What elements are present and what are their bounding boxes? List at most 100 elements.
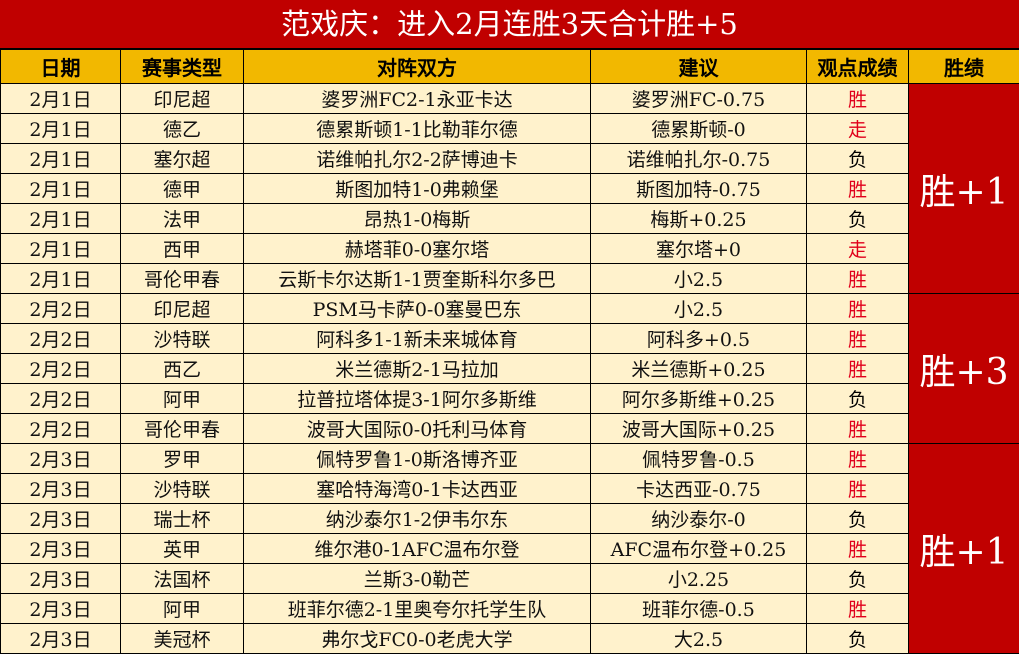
header-type: 赛事类型 bbox=[121, 50, 244, 84]
result-cell: 胜 bbox=[807, 534, 909, 564]
match-cell: 班菲尔德2-1里奥夸尔托学生队 bbox=[244, 594, 591, 624]
match-cell: 兰斯3-0勒芒 bbox=[244, 564, 591, 594]
type-cell: 沙特联 bbox=[121, 324, 244, 354]
match-cell: 德累斯顿1-1比勒菲尔德 bbox=[244, 114, 591, 144]
type-cell: 哥伦甲春 bbox=[121, 414, 244, 444]
tip-cell: 佩特罗鲁-0.5 bbox=[591, 444, 807, 474]
match-cell: 塞哈特海湾0-1卡达西亚 bbox=[244, 474, 591, 504]
match-cell: 拉普拉塔体提3-1阿尔多斯维 bbox=[244, 384, 591, 414]
result-cell: 走 bbox=[807, 234, 909, 264]
match-cell: 波哥大国际0-0托利马体育 bbox=[244, 414, 591, 444]
result-cell: 负 bbox=[807, 564, 909, 594]
type-cell: 德甲 bbox=[121, 174, 244, 204]
date-cell: 2月3日 bbox=[1, 474, 121, 504]
type-cell: 罗甲 bbox=[121, 444, 244, 474]
tip-cell: 小2.5 bbox=[591, 264, 807, 294]
tip-cell: 塞尔塔+0 bbox=[591, 234, 807, 264]
result-cell: 胜 bbox=[807, 174, 909, 204]
match-cell: 婆罗洲FC2-1永亚卡达 bbox=[244, 84, 591, 114]
result-cell: 胜 bbox=[807, 84, 909, 114]
match-cell: 云斯卡尔达斯1-1贾奎斯科尔多巴 bbox=[244, 264, 591, 294]
date-cell: 2月1日 bbox=[1, 174, 121, 204]
match-cell: 维尔港0-1AFC温布尔登 bbox=[244, 534, 591, 564]
date-cell: 2月2日 bbox=[1, 354, 121, 384]
result-cell: 胜 bbox=[807, 414, 909, 444]
result-cell: 负 bbox=[807, 204, 909, 234]
type-cell: 德乙 bbox=[121, 114, 244, 144]
tip-cell: 阿尔多斯维+0.25 bbox=[591, 384, 807, 414]
type-cell: 沙特联 bbox=[121, 474, 244, 504]
type-cell: 西乙 bbox=[121, 354, 244, 384]
tip-cell: 婆罗洲FC-0.75 bbox=[591, 84, 807, 114]
result-cell: 负 bbox=[807, 384, 909, 414]
match-cell: 昂热1-0梅斯 bbox=[244, 204, 591, 234]
results-table: 日期 赛事类型 对阵双方 建议 观点成绩 胜绩 2月1日印尼超婆罗洲FC2-1永… bbox=[0, 49, 1019, 654]
date-cell: 2月1日 bbox=[1, 264, 121, 294]
result-cell: 胜 bbox=[807, 324, 909, 354]
type-cell: 英甲 bbox=[121, 534, 244, 564]
match-cell: 斯图加特1-0弗赖堡 bbox=[244, 174, 591, 204]
header-result: 观点成绩 bbox=[807, 50, 909, 84]
type-cell: 法国杯 bbox=[121, 564, 244, 594]
type-cell: 印尼超 bbox=[121, 294, 244, 324]
type-cell: 阿甲 bbox=[121, 594, 244, 624]
header-match: 对阵双方 bbox=[244, 50, 591, 84]
date-cell: 2月3日 bbox=[1, 564, 121, 594]
date-cell: 2月2日 bbox=[1, 294, 121, 324]
type-cell: 法甲 bbox=[121, 204, 244, 234]
match-cell: 弗尔戈FC0-0老虎大学 bbox=[244, 624, 591, 654]
result-cell: 负 bbox=[807, 504, 909, 534]
result-cell: 走 bbox=[807, 114, 909, 144]
result-cell: 胜 bbox=[807, 294, 909, 324]
tip-cell: 卡达西亚-0.75 bbox=[591, 474, 807, 504]
header-tip: 建议 bbox=[591, 50, 807, 84]
result-cell: 胜 bbox=[807, 594, 909, 624]
date-cell: 2月2日 bbox=[1, 414, 121, 444]
type-cell: 塞尔超 bbox=[121, 144, 244, 174]
tip-cell: 大2.5 bbox=[591, 624, 807, 654]
match-cell: 纳沙泰尔1-2伊韦尔东 bbox=[244, 504, 591, 534]
tip-cell: 德累斯顿-0 bbox=[591, 114, 807, 144]
match-cell: 米兰德斯2-1马拉加 bbox=[244, 354, 591, 384]
type-cell: 哥伦甲春 bbox=[121, 264, 244, 294]
type-cell: 瑞士杯 bbox=[121, 504, 244, 534]
tip-cell: 纳沙泰尔-0 bbox=[591, 504, 807, 534]
tip-cell: 班菲尔德-0.5 bbox=[591, 594, 807, 624]
date-cell: 2月3日 bbox=[1, 534, 121, 564]
date-cell: 2月1日 bbox=[1, 144, 121, 174]
date-cell: 2月1日 bbox=[1, 204, 121, 234]
match-cell: PSM马卡萨0-0塞曼巴东 bbox=[244, 294, 591, 324]
type-cell: 西甲 bbox=[121, 234, 244, 264]
result-cell: 负 bbox=[807, 624, 909, 654]
result-cell: 胜 bbox=[807, 264, 909, 294]
tip-cell: 斯图加特-0.75 bbox=[591, 174, 807, 204]
type-cell: 印尼超 bbox=[121, 84, 244, 114]
type-cell: 美冠杯 bbox=[121, 624, 244, 654]
header-row: 日期 赛事类型 对阵双方 建议 观点成绩 胜绩 bbox=[1, 50, 1019, 84]
match-cell: 佩特罗鲁1-0斯洛博齐亚 bbox=[244, 444, 591, 474]
result-cell: 胜 bbox=[807, 444, 909, 474]
date-cell: 2月3日 bbox=[1, 504, 121, 534]
match-cell: 阿科多1-1新未来城体育 bbox=[244, 324, 591, 354]
tip-cell: 小2.5 bbox=[591, 294, 807, 324]
date-cell: 2月3日 bbox=[1, 594, 121, 624]
result-cell: 负 bbox=[807, 144, 909, 174]
date-cell: 2月2日 bbox=[1, 324, 121, 354]
date-cell: 2月2日 bbox=[1, 384, 121, 414]
tip-cell: 米兰德斯+0.25 bbox=[591, 354, 807, 384]
